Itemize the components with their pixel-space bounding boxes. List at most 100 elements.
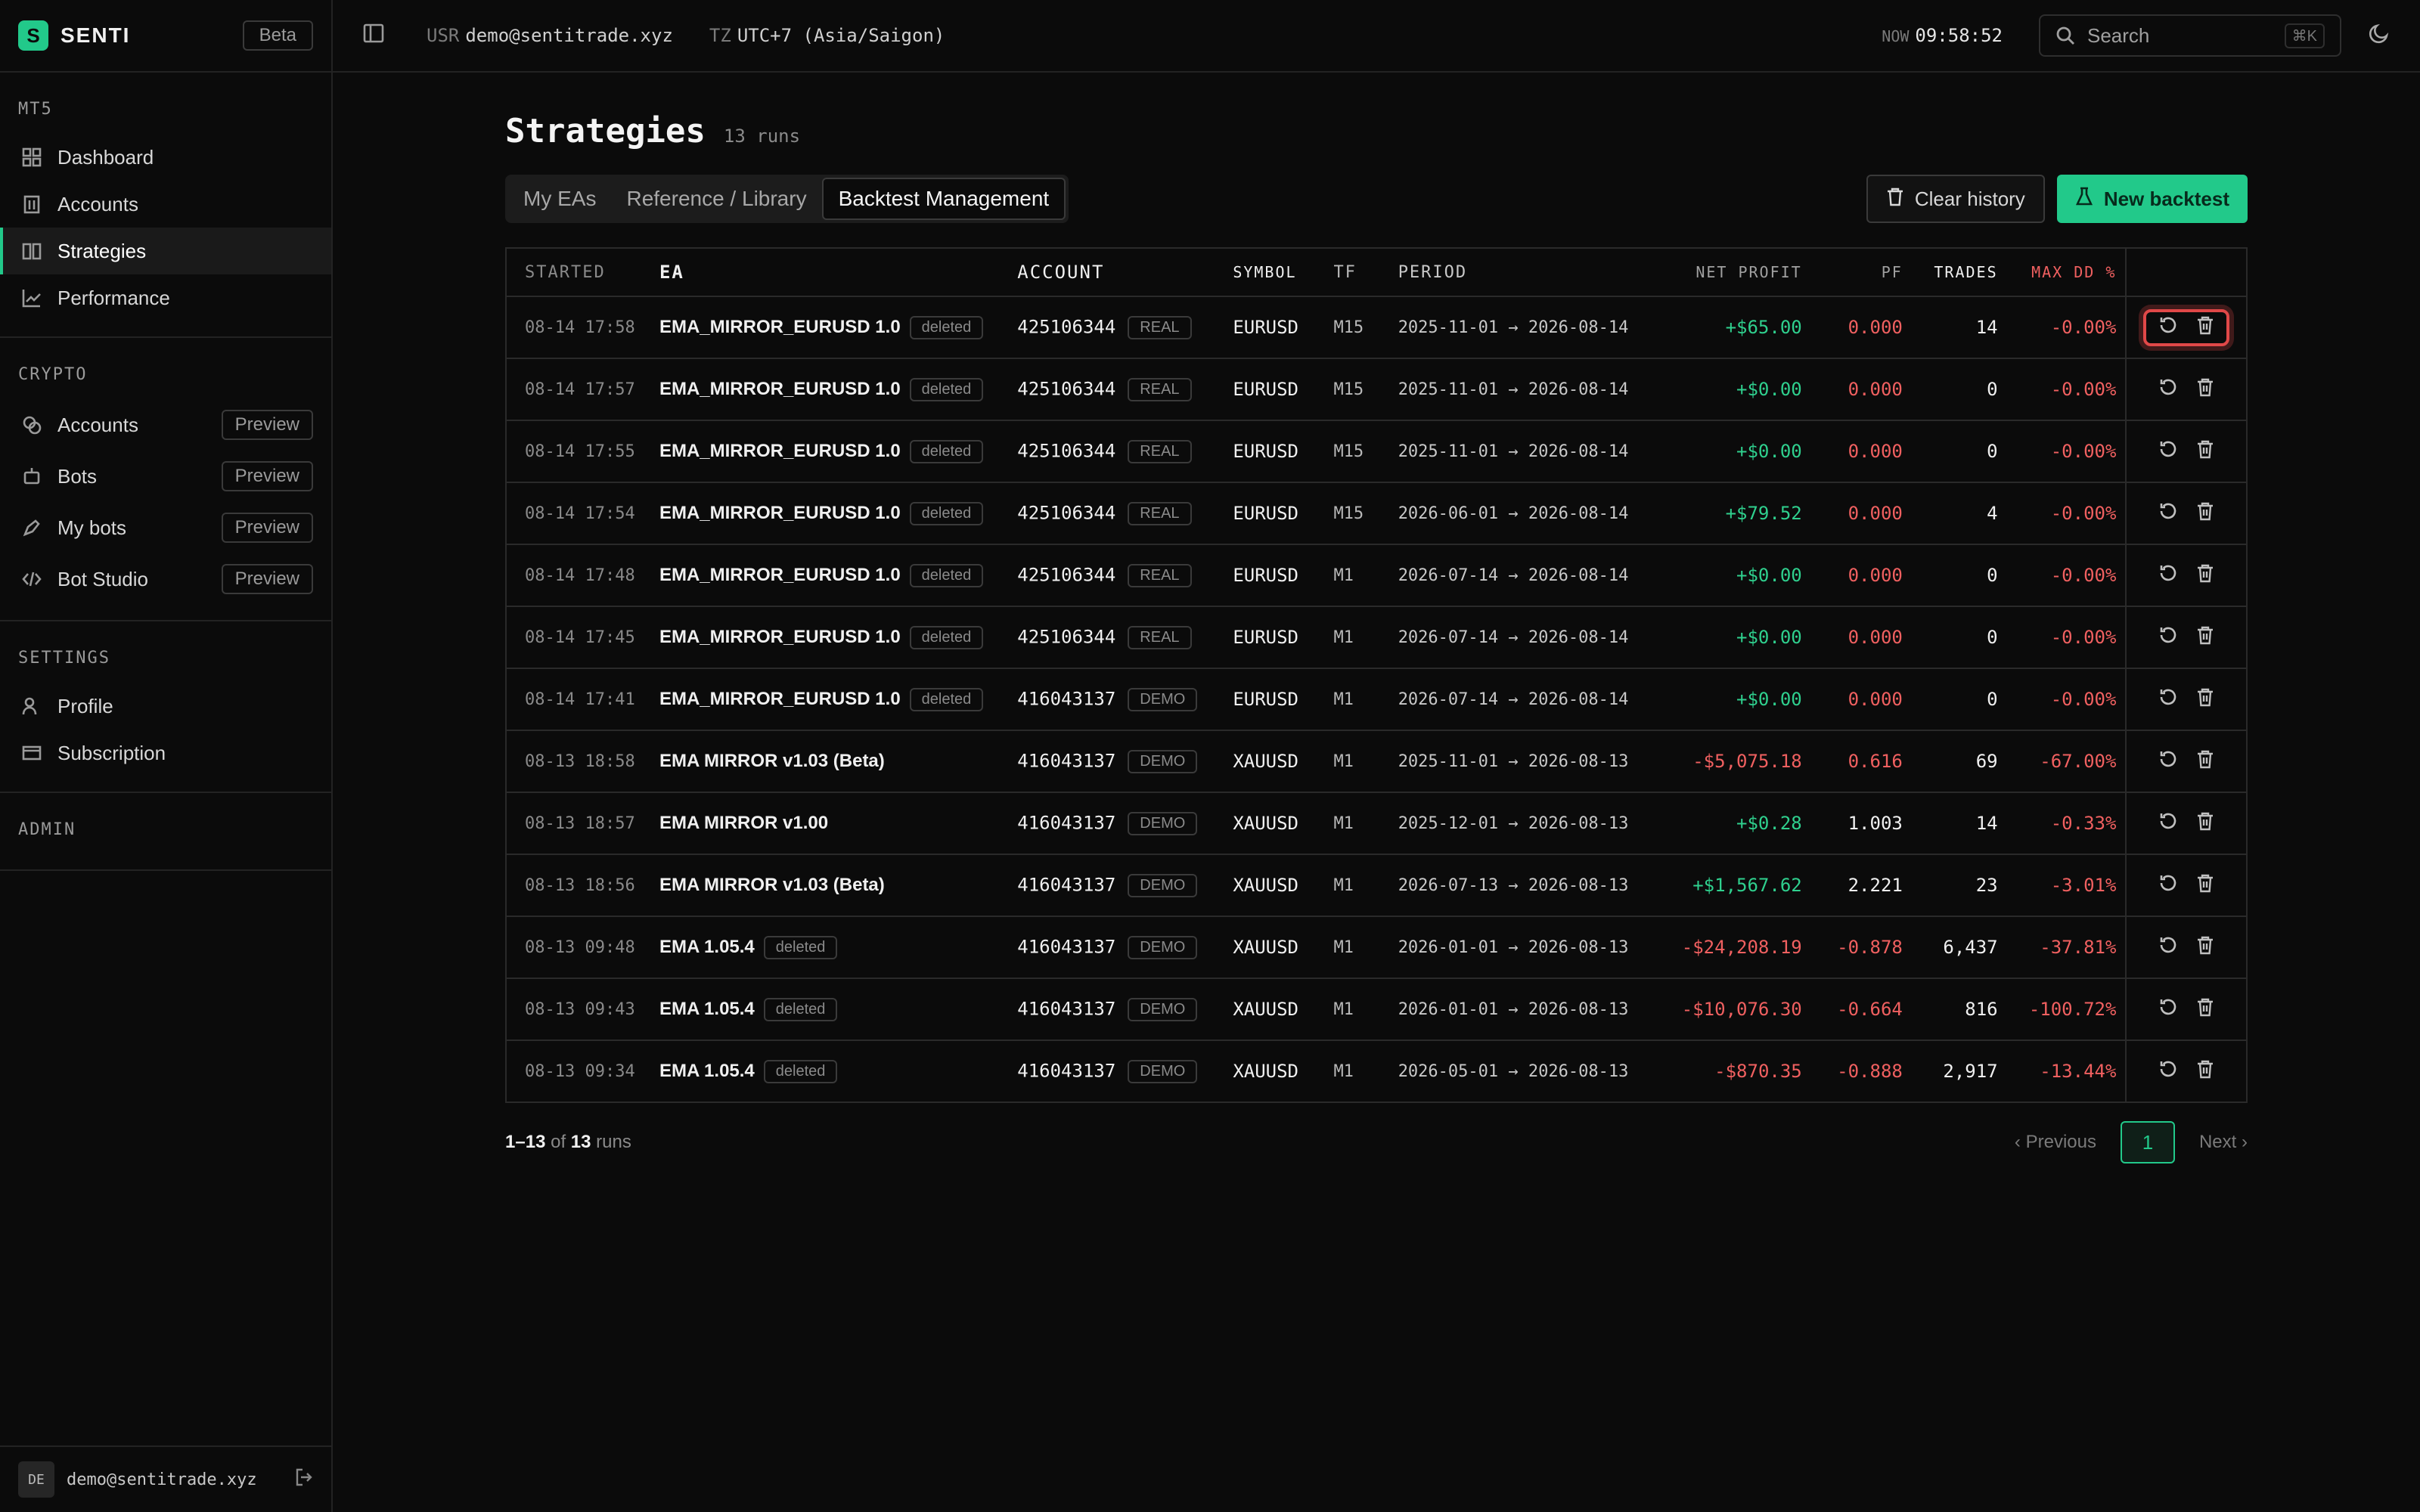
table-row[interactable]: 08-13 09:43 EMA 1.05.4 deleted 416043137 D… (506, 978, 2247, 1041)
delete-icon[interactable] (2196, 1059, 2214, 1084)
cell-period: 2026-06-01 → 2026-08-14 (1388, 482, 1656, 545)
header-max-dd[interactable]: MAX DD % (2006, 248, 2127, 297)
delete-icon[interactable] (2196, 997, 2214, 1022)
header-net-profit[interactable]: NET PROFIT (1655, 248, 1811, 297)
cell-trades: 2,917 (1943, 1061, 1998, 1082)
delete-icon[interactable] (2196, 315, 2214, 340)
cell-tf: M1 (1324, 916, 1389, 979)
sidebar-item-label: Dashboard (57, 145, 154, 169)
cell-ea: EMA_MIRROR_EURUSD 1.0 deleted (650, 420, 1009, 483)
table-row[interactable]: 08-14 17:58 EMA_MIRROR_EURUSD 1.0 deleted… (506, 296, 2247, 359)
sidebar-item-subscription[interactable]: Subscription (0, 730, 331, 776)
tab-backtest-management[interactable]: Backtest Management (821, 178, 1066, 220)
cell-actions (2125, 420, 2247, 483)
cell-max-dd: -67.00% (2006, 730, 2127, 793)
delete-icon[interactable] (2196, 501, 2214, 526)
sidebar-item-dashboard[interactable]: Dashboard (0, 134, 331, 181)
cell-period: 2026-07-14 → 2026-08-14 (1388, 668, 1656, 731)
rerun-icon[interactable] (2158, 749, 2178, 774)
table-row[interactable]: 08-14 17:48 EMA_MIRROR_EURUSD 1.0 deleted… (506, 544, 2247, 607)
sidebar-item-my-bots[interactable]: My bots Preview (0, 502, 331, 553)
search-input[interactable]: Search ⌘K (2039, 14, 2341, 57)
preview-badge: Preview (221, 461, 313, 491)
preview-badge: Preview (221, 564, 313, 594)
table-row[interactable]: 08-13 18:56 EMA MIRROR v1.03 (Beta) 4160… (506, 854, 2247, 917)
table-row[interactable]: 08-13 09:34 EMA 1.05.4 deleted 416043137 D… (506, 1040, 2247, 1102)
rerun-icon[interactable] (2158, 935, 2178, 960)
account-number: 425106344 (1017, 440, 1116, 461)
cell-symbol: XAUUSD (1233, 1061, 1299, 1082)
delete-icon[interactable] (2196, 811, 2214, 836)
cell-ea: EMA 1.05.4 deleted (650, 978, 1009, 1041)
deleted-tag: deleted (763, 935, 838, 959)
cell-actions (2125, 1040, 2247, 1102)
header-period[interactable]: PERIOD (1388, 248, 1656, 297)
new-backtest-button[interactable]: New backtest (2056, 175, 2248, 223)
table-row[interactable]: 08-13 09:48 EMA 1.05.4 deleted 416043137 D… (506, 916, 2247, 979)
previous-page-button[interactable]: ‹ Previous (2015, 1132, 2096, 1153)
sidebar-toggle-icon[interactable] (363, 23, 384, 49)
sidebar-item-accounts[interactable]: Accounts (0, 181, 331, 228)
delete-icon[interactable] (2196, 625, 2214, 650)
header-symbol[interactable]: SYMBOL (1224, 248, 1325, 297)
delete-icon[interactable] (2196, 873, 2214, 898)
cell-started: 08-13 18:58 (506, 730, 650, 793)
rerun-icon[interactable] (2158, 439, 2178, 464)
rerun-icon[interactable] (2158, 563, 2178, 588)
sidebar-item-label: Performance (57, 286, 170, 309)
table-row[interactable]: 08-13 18:58 EMA MIRROR v1.03 (Beta) 4160… (506, 730, 2247, 793)
table-row[interactable]: 08-13 18:57 EMA MIRROR v1.00 416043137 DE… (506, 792, 2247, 855)
delete-icon[interactable] (2196, 935, 2214, 960)
delete-icon[interactable] (2196, 687, 2214, 712)
table-row[interactable]: 08-14 17:45 EMA_MIRROR_EURUSD 1.0 deleted… (506, 606, 2247, 669)
delete-icon[interactable] (2196, 439, 2214, 464)
avatar[interactable]: DE (18, 1461, 54, 1498)
header-pf[interactable]: PF (1810, 248, 1912, 297)
account-type-badge: REAL (1128, 315, 1192, 339)
rerun-icon[interactable] (2158, 997, 2178, 1022)
header-started[interactable]: STARTED (506, 248, 650, 297)
rerun-icon[interactable] (2158, 1059, 2178, 1084)
rerun-icon[interactable] (2158, 687, 2178, 712)
rerun-icon[interactable] (2158, 315, 2178, 340)
sidebar-item-bots[interactable]: Bots Preview (0, 451, 331, 502)
rerun-icon[interactable] (2158, 625, 2178, 650)
sidebar-item-strategies[interactable]: Strategies (0, 228, 331, 274)
senti-logo-icon[interactable]: S (18, 20, 48, 51)
header-ea[interactable]: EA (650, 248, 1009, 297)
clear-history-button[interactable]: Clear history (1866, 175, 2045, 223)
next-page-button[interactable]: Next › (2199, 1132, 2248, 1153)
header-trades[interactable]: TRADES (1911, 248, 2007, 297)
account-type-badge: DEMO (1128, 997, 1198, 1021)
table-row[interactable]: 08-14 17:54 EMA_MIRROR_EURUSD 1.0 deleted… (506, 482, 2247, 545)
sidebar-item-performance[interactable]: Performance (0, 274, 331, 321)
delete-icon[interactable] (2196, 749, 2214, 774)
sidebar-item-bot-studio[interactable]: Bot Studio Preview (0, 553, 331, 605)
cell-started: 08-13 09:48 (506, 916, 650, 979)
cell-symbol: EURUSD (1224, 296, 1325, 359)
sidebar-item-profile[interactable]: Profile (0, 683, 331, 730)
theme-toggle-moon-icon[interactable] (2369, 23, 2390, 49)
rerun-icon[interactable] (2158, 811, 2178, 836)
table-row[interactable]: 08-14 17:57 EMA_MIRROR_EURUSD 1.0 deleted… (506, 358, 2247, 421)
rerun-icon[interactable] (2158, 501, 2178, 526)
range-unit: runs (596, 1132, 631, 1152)
ea-name: EMA_MIRROR_EURUSD 1.0 (659, 688, 901, 709)
tab-reference-library[interactable]: Reference / Library (626, 187, 807, 210)
cell-pf: -0.664 (1810, 978, 1912, 1041)
header-account[interactable]: ACCOUNT (1008, 248, 1224, 297)
delete-icon[interactable] (2196, 377, 2214, 402)
table-row[interactable]: 08-14 17:41 EMA_MIRROR_EURUSD 1.0 deleted… (506, 668, 2247, 731)
row-actions (2143, 308, 2230, 346)
delete-icon[interactable] (2196, 563, 2214, 588)
page-number-button[interactable]: 1 (2120, 1121, 2175, 1163)
rerun-icon[interactable] (2158, 873, 2178, 898)
cell-pf: 0.000 (1810, 482, 1912, 545)
table-row[interactable]: 08-14 17:55 EMA_MIRROR_EURUSD 1.0 deleted… (506, 420, 2247, 483)
rerun-icon[interactable] (2158, 377, 2178, 402)
sidebar-item-crypto-accounts[interactable]: Accounts Preview (0, 399, 331, 451)
logout-icon[interactable] (295, 1468, 313, 1492)
usr-key: USR (427, 25, 460, 46)
tab-my-eas[interactable]: My EAs (523, 187, 597, 210)
header-tf[interactable]: TF (1324, 248, 1389, 297)
